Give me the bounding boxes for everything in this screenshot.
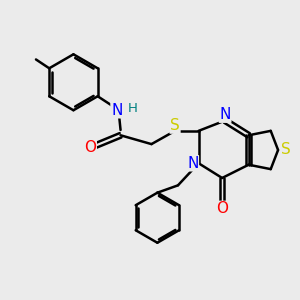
Text: O: O: [216, 201, 228, 216]
Text: N: N: [187, 156, 198, 171]
Text: H: H: [128, 102, 137, 115]
Text: N: N: [219, 107, 231, 122]
Text: S: S: [280, 142, 290, 158]
Text: N: N: [111, 103, 122, 118]
Text: O: O: [84, 140, 96, 154]
Text: S: S: [170, 118, 180, 133]
